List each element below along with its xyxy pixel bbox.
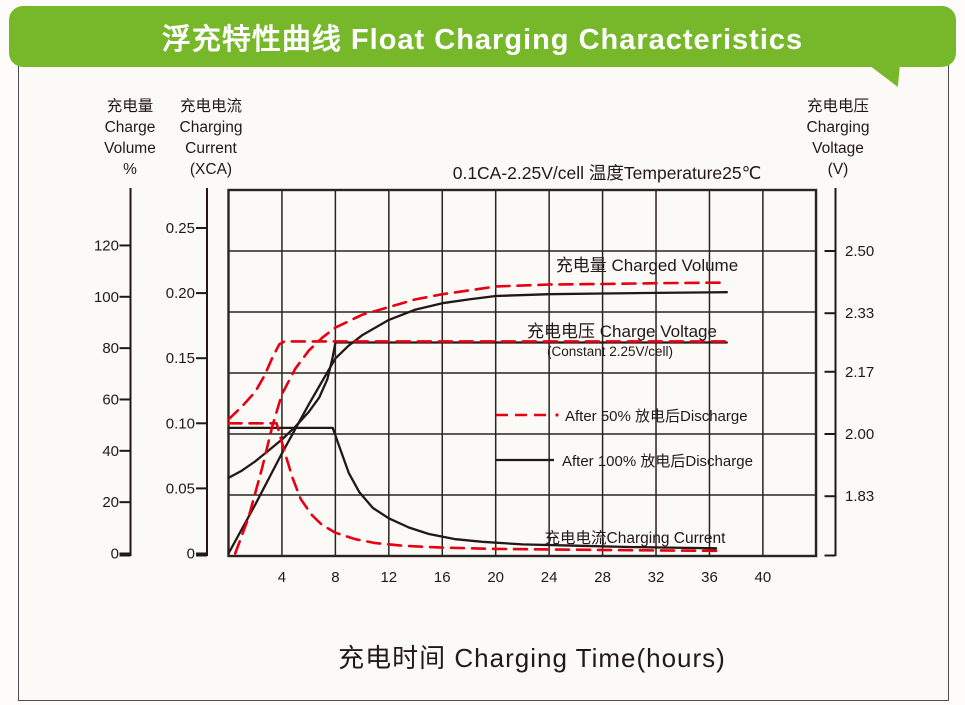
- current-axis-tick-label: 0.10: [166, 415, 195, 432]
- voltage-axis-tick-label: 2.17: [845, 364, 874, 381]
- current-axis-header: 充电电流 Charging Current (XCA): [180, 97, 243, 178]
- volume-axis-tick-label: 80: [102, 340, 119, 357]
- plot-border: [227, 188, 818, 558]
- x-tick-label: 12: [380, 569, 397, 586]
- current-axis-tick-label: 0.20: [166, 285, 195, 302]
- volume-axis-tick-label: 60: [102, 391, 119, 408]
- charging-current-after-100-discharge-curve: [227, 426, 718, 550]
- charging-current-label: 充电电流Charging Current: [545, 529, 727, 547]
- volume-axis-tick-label: 20: [102, 494, 119, 511]
- volume-axis-tick-label: 0: [111, 546, 119, 563]
- legend-after-100-label: After 100% 放电后Discharge: [562, 453, 753, 470]
- axis-header-line: Charging: [807, 119, 870, 136]
- grid: [227, 188, 818, 558]
- axis-header-line: Current: [185, 140, 237, 157]
- title-banner: 浮充特性曲线 Float Charging Characteristics: [9, 6, 956, 67]
- axis-header-line: Volume: [104, 140, 156, 157]
- x-tick-label: 16: [434, 569, 451, 586]
- x-tick-label: 24: [541, 569, 558, 586]
- charged-volume-after-50-discharge-curve: [233, 281, 729, 555]
- current-axis-tick-label: 0: [187, 546, 195, 563]
- current-axis-tick-label: 0.05: [166, 480, 195, 497]
- x-tick-label: 8: [331, 569, 339, 586]
- x-tick-label: 40: [755, 569, 772, 586]
- charged-volume-after-100-discharge-curve: [227, 291, 728, 555]
- axes: 4 8 12 16 20 24 28 32 36 40 0 20 40 60 80 100 120 0 0.05 0.…: [94, 188, 874, 586]
- axis-header-line: 充电量: [107, 97, 154, 115]
- page-title: 浮充特性曲线 Float Charging Characteristics: [161, 23, 804, 56]
- x-tick-label: 28: [594, 569, 611, 586]
- x-tick-label: 20: [487, 569, 504, 586]
- charge-voltage-label: 充电电压 Charge Voltage: [527, 322, 717, 341]
- voltage-axis-tick-label: 2.00: [845, 426, 874, 443]
- volume-axis-tick-label: 120: [94, 237, 119, 254]
- voltage-axis-tick-label: 2.50: [845, 243, 874, 260]
- legend-after-50-label: After 50% 放电后Discharge: [565, 408, 748, 425]
- legend-dashed-sample-dot: [555, 413, 559, 417]
- charging-current-after-50-discharge-curve: [227, 421, 725, 553]
- x-tick-label: 32: [648, 569, 665, 586]
- current-axis-tick-label: 0.25: [166, 220, 195, 237]
- voltage-axis-tick-label: 1.83: [845, 488, 874, 505]
- axis-header-line: %: [123, 161, 137, 178]
- axis-header-line: 充电电压: [807, 97, 869, 115]
- axis-header-line: Voltage: [812, 140, 864, 157]
- current-axis-tick-label: 0.15: [166, 350, 195, 367]
- volume-axis-tick-label: 40: [102, 443, 119, 460]
- voltage-axis-header: 充电电压 Charging Voltage (V): [807, 97, 870, 178]
- axis-header-line: (V): [828, 161, 849, 178]
- axis-header-line: 充电电流: [180, 97, 242, 115]
- x-tick-label: 4: [278, 569, 286, 586]
- charge-voltage-sublabel: (Constant 2.25V/cell): [547, 344, 673, 359]
- volume-axis-header: 充电量 Charge Volume%: [104, 97, 156, 178]
- legend: After 50% 放电后Discharge After 100% 放电后Dis…: [496, 408, 753, 470]
- x-axis-title: 充电时间 Charging Time(hours): [338, 643, 726, 673]
- axis-header-line: Charge: [105, 119, 156, 136]
- x-tick-label: 36: [701, 569, 718, 586]
- charged-volume-label: 充电量 Charged Volume: [556, 256, 738, 275]
- curves: [227, 281, 729, 555]
- charge-voltage-after-100-discharge-curve: [227, 341, 728, 480]
- voltage-axis-tick-label: 2.33: [845, 305, 874, 322]
- volume-axis-tick-label: 100: [94, 289, 119, 306]
- condition-title: 0.1CA-2.25V/cell 温度Temperature25℃: [453, 163, 762, 183]
- charge-voltage-after-50-discharge-curve: [227, 340, 729, 421]
- axis-header-line: Charging: [180, 119, 243, 136]
- page-frame: [18, 40, 949, 701]
- axis-header-line: (XCA): [190, 161, 232, 178]
